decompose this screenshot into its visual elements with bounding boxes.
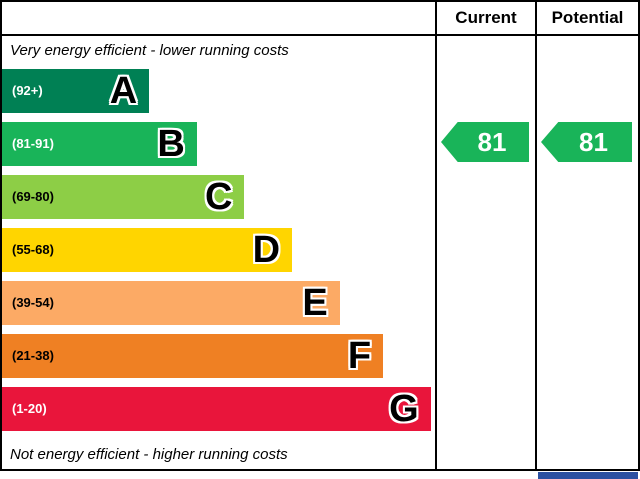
band-e-range-label: (39-54) — [12, 295, 54, 310]
current-rating-arrow: 81 — [441, 122, 529, 162]
band-row-c: (69-80) C — [2, 170, 435, 223]
current-rating-value: 81 — [477, 126, 507, 157]
potential-rating-value: 81 — [579, 126, 608, 157]
band-e-bar: (39-54) E — [2, 280, 340, 325]
band-f-bar: (21-38) F — [2, 333, 384, 378]
band-row-b: (81-91) B — [2, 117, 435, 170]
band-c-bar: (69-80) C — [2, 174, 245, 219]
eu-directive-box-fragment — [538, 472, 638, 479]
band-d-bar: (55-68) D — [2, 227, 293, 272]
band-b-range-label: (81-91) — [12, 136, 54, 151]
band-e-letter: E — [302, 281, 328, 324]
bottom-caption: Not energy efficient - higher running co… — [10, 445, 288, 463]
band-a-bar: (92+) A — [2, 68, 150, 113]
top-caption: Very energy efficient - lower running co… — [10, 41, 289, 59]
band-d-letter: D — [252, 228, 281, 271]
band-row-a: (92+) A — [2, 64, 435, 117]
band-c-letter: C — [205, 175, 233, 218]
band-g-range-label: (1-20) — [12, 401, 47, 416]
band-b-letter: B — [157, 122, 185, 165]
band-b-bar: (81-91) B — [2, 121, 197, 166]
band-f-range-label: (21-38) — [12, 348, 54, 363]
current-column-header: Current — [435, 2, 535, 36]
band-row-e: (39-54) E — [2, 276, 435, 329]
band-panel: Very energy efficient - lower running co… — [2, 36, 435, 469]
band-c-range-label: (69-80) — [12, 189, 54, 204]
band-row-g: (1-20) G — [2, 382, 435, 435]
band-a-letter: A — [109, 69, 138, 112]
header-spacer — [2, 2, 435, 36]
band-d-range-label: (55-68) — [12, 242, 54, 257]
band-list: (92+) A (81-91) B (69-80) C (55-68) — [2, 64, 435, 435]
potential-rating-arrow: 81 — [541, 122, 632, 162]
potential-rating-column: 81 — [535, 36, 638, 469]
current-rating-column: 81 — [435, 36, 535, 469]
band-g-bar: (1-20) G — [2, 386, 431, 431]
band-row-f: (21-38) F — [2, 329, 435, 382]
band-g-letter: G — [389, 387, 419, 430]
band-f-letter: F — [347, 334, 372, 377]
band-row-d: (55-68) D — [2, 223, 435, 276]
band-a-range-label: (92+) — [12, 83, 43, 98]
potential-column-header: Potential — [535, 2, 638, 36]
